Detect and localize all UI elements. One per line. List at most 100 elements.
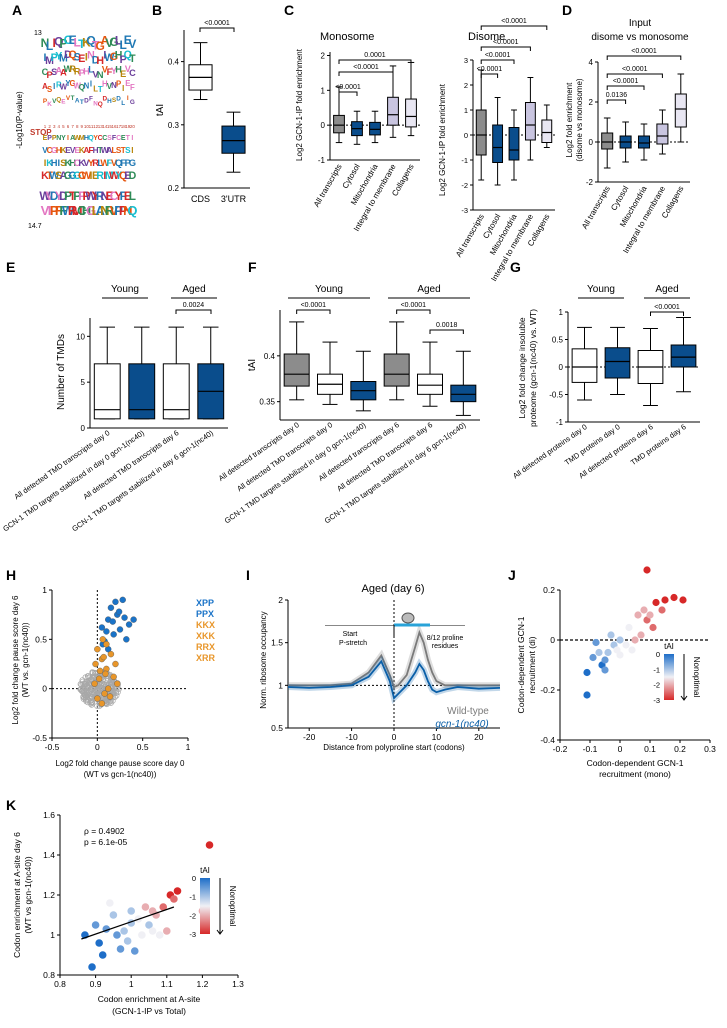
logo-letter: T [46, 170, 53, 182]
colorbar-tick: 0 [192, 874, 196, 883]
logo-letter: P [50, 203, 59, 218]
data-point [95, 939, 103, 947]
logo-letter: T [69, 189, 77, 203]
logo-letter: S [51, 67, 57, 77]
y-tick-label: -0.2 [540, 685, 555, 695]
highlight-point [115, 608, 123, 615]
x-tick-label: 1 [186, 742, 191, 752]
data-point [607, 631, 615, 639]
logo-letter: C [42, 67, 49, 77]
logo-letter: F [107, 67, 113, 77]
logo-letter: W [49, 170, 59, 182]
data-point [148, 907, 157, 915]
logo-letter: W [39, 189, 51, 203]
x-axis-label: Log2 fold change pause score day 0 [56, 759, 186, 768]
significance-bracket [296, 309, 331, 314]
logo-letter: E [92, 170, 99, 182]
y-tick-label: 0 [550, 635, 555, 645]
y-axis-label-2: (WT vs. gcn-1(nc40)) [21, 622, 30, 697]
x-tick-label: 0.8 [54, 979, 66, 989]
background-point [80, 693, 87, 700]
logo-letter: L [121, 100, 125, 107]
x-tick-label: -0.1 [583, 744, 598, 754]
logo-position-number: 4 [58, 124, 61, 129]
logo-letter: E [43, 135, 48, 142]
logo-letter: E [124, 170, 131, 182]
logo-letter: T [126, 135, 131, 142]
logo-letter: D [116, 95, 121, 102]
y-tick-label: 1 [464, 106, 468, 115]
panel-I-chart: -20 -10 0 10 20 0.5 1 1.5 2 Start P-stretch 8/12 pr… [259, 583, 501, 752]
significance-bracket [199, 27, 235, 32]
panel-letter-D: D [562, 2, 572, 18]
y-tick-label: 2 [589, 98, 594, 107]
y-tick-label: -3 [461, 206, 468, 215]
logo-letter: W [101, 146, 109, 155]
logo-letter: T [129, 53, 136, 65]
logo-letter: A [100, 34, 109, 48]
logo-letter: I [122, 84, 124, 93]
data-point [141, 903, 150, 911]
logo-letter: P [59, 37, 67, 51]
highlight-point [95, 675, 103, 682]
logo-letter: I [44, 157, 47, 168]
data-point [145, 921, 153, 929]
p-value-label: <0.0001 [301, 302, 327, 309]
colorbar-tick: -1 [653, 665, 660, 674]
logo-letter: G [64, 170, 72, 182]
x-category-label: TMD proteins day 6 [629, 422, 688, 467]
logo-letter: N [123, 203, 132, 218]
y-tick-label: -2 [461, 181, 468, 190]
logo-letter: S [107, 135, 112, 142]
x-tick-label: -0.2 [553, 744, 568, 754]
highlight-point [103, 628, 110, 635]
logo-letter: Y [88, 157, 95, 168]
legend-label: RRX [196, 642, 215, 652]
data-point [625, 623, 633, 632]
x-category-label: GCN-1 TMD targets stabilized in day 0 gc… [1, 428, 146, 533]
panel-K-chart: 0.8 0.9 1 1.1 1.2 1.3 0.8 1 1.2 1.4 1.6 ρ = 0.4902p… [12, 810, 244, 1016]
group-label-young: Young [111, 284, 139, 295]
y-tick-label: 0.5 [271, 723, 283, 733]
y-tick-label: 0 [81, 424, 86, 433]
data-point [159, 903, 168, 911]
highlight-point [121, 614, 128, 621]
y-tick-label: 0 [42, 684, 47, 694]
y-tick-label: 1.2 [43, 890, 55, 900]
logo-letter: C [64, 33, 73, 47]
logo-letter: G [73, 170, 81, 182]
background-point [87, 698, 94, 704]
data-point [604, 648, 612, 657]
highlight-point [106, 693, 114, 700]
data-point [123, 937, 132, 945]
panel-D-title2: disome vs monosome [591, 32, 689, 43]
logo-letter: V [70, 146, 76, 155]
y-axis-label: Log2 fold enrichment [565, 82, 574, 157]
logo-letter: A [70, 135, 75, 142]
logo-position-number: 19 [125, 124, 131, 129]
logo-letter: V [41, 203, 50, 218]
logo-letter: L [93, 85, 98, 94]
data-point [91, 921, 100, 929]
x-tick-label: 1.1 [161, 979, 173, 989]
logo-position-number: 15 [107, 124, 113, 129]
logo-letter: R [69, 64, 76, 74]
p-value-label: <0.0001 [613, 78, 639, 85]
logo-letter: I [103, 170, 106, 182]
x-tick-label: 1.2 [196, 979, 208, 989]
logo-letter: W [74, 82, 82, 91]
box-iqr [656, 123, 669, 145]
logo-letter: K [78, 157, 85, 168]
logo-letter: N [111, 81, 117, 90]
logo-letter: N [84, 81, 90, 90]
x-tick-label: 20 [474, 732, 484, 742]
x-tick-label: -10 [345, 732, 358, 742]
data-point [616, 651, 624, 659]
data-point [601, 656, 609, 664]
significance-bracket [338, 59, 412, 64]
group-label-young: Young [587, 284, 615, 295]
data-point [658, 606, 666, 614]
y-tick-label: 1 [321, 86, 326, 95]
x-tick-label: 0.9 [90, 979, 102, 989]
logo-letter: N [101, 189, 110, 203]
